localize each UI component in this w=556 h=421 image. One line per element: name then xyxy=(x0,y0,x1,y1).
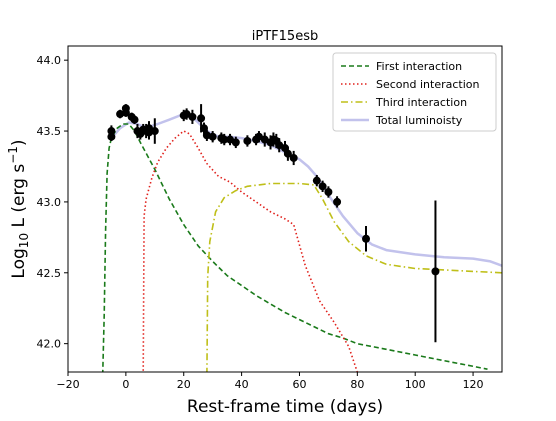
y-axis-label-subscript: 10 xyxy=(17,233,31,248)
series-line-third-interaction xyxy=(206,182,502,372)
y-tick-label: 44.0 xyxy=(37,54,62,67)
x-axis: −20 0 20 40 60 80 100 120 xyxy=(56,372,484,391)
y-axis-label-superscript: −1 xyxy=(6,146,20,164)
x-tick-label: 60 xyxy=(292,378,306,391)
x-tick-label: 40 xyxy=(235,378,249,391)
y-axis-label-rest: L (erg s xyxy=(9,164,29,233)
data-point xyxy=(362,234,371,243)
chart-title: iPTF15esb xyxy=(252,29,318,44)
data-point xyxy=(283,149,292,158)
data-point xyxy=(312,176,321,185)
legend-label-total-luminoisty: Total luminoisty xyxy=(375,114,463,127)
y-tick-label: 42.5 xyxy=(37,267,62,280)
x-tick-label: 100 xyxy=(405,378,426,391)
y-axis-label: Log10 L (erg s−1) xyxy=(6,139,31,278)
data-point xyxy=(333,197,342,206)
legend-items: First interaction Second interaction Third… xyxy=(341,60,479,127)
y-tick-label: 42.0 xyxy=(37,338,62,351)
x-tick-label: 120 xyxy=(463,378,484,391)
data-point xyxy=(431,267,440,276)
legend-label-third-interaction: Third interaction xyxy=(375,96,467,109)
data-point xyxy=(208,132,217,141)
series-layer xyxy=(101,112,502,372)
series-line-total-luminoisty xyxy=(110,112,502,267)
data-point xyxy=(289,153,298,162)
legend-box xyxy=(332,52,497,132)
data-point xyxy=(197,114,206,123)
data-point xyxy=(107,127,116,136)
legend: First interaction Second interaction Third… xyxy=(332,52,497,132)
plot-frame xyxy=(67,45,503,373)
x-tick-label: 80 xyxy=(350,378,364,391)
data-point xyxy=(130,115,139,124)
y-axis: 42.0 42.5 43.0 43.5 44.0 xyxy=(37,54,68,351)
legend-label-second-interaction: Second interaction xyxy=(376,78,479,91)
points-layer xyxy=(107,104,440,343)
data-point xyxy=(220,135,229,144)
data-point xyxy=(324,187,333,196)
data-point xyxy=(243,136,252,145)
y-axis-label-main: Log xyxy=(9,248,29,278)
data-point xyxy=(188,112,197,121)
data-point xyxy=(318,182,327,191)
legend-label-first-interaction: First interaction xyxy=(376,60,462,73)
x-axis-label: Rest-frame time (days) xyxy=(187,397,383,417)
data-point xyxy=(107,132,116,141)
y-axis-label-close: ) xyxy=(9,139,29,146)
x-tick-label: 20 xyxy=(177,378,191,391)
data-point xyxy=(150,127,159,136)
x-tick-label: −20 xyxy=(56,378,79,391)
y-tick-label: 43.5 xyxy=(37,125,62,138)
y-tick-label: 43.0 xyxy=(37,196,62,209)
x-tick-label: 0 xyxy=(122,378,129,391)
series-line-second-interaction xyxy=(142,130,359,372)
data-point xyxy=(231,138,240,147)
data-point xyxy=(121,104,130,113)
